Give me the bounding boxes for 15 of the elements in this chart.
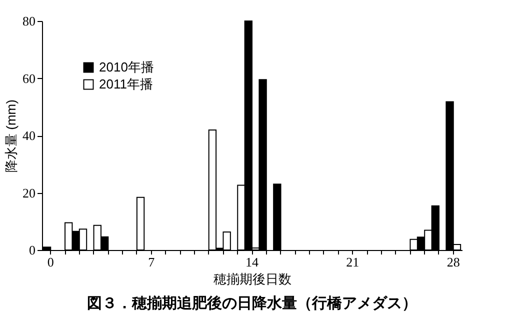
text: 図３．穂揃期追肥後の日降水量（行橋アメダス）: [87, 294, 417, 312]
y-tick-label: 80: [22, 14, 36, 28]
y-tick-label: 0: [29, 242, 36, 258]
x-tick-label: 28: [446, 254, 460, 270]
x-tick-label: 7: [148, 254, 156, 270]
x-tick-label: 21: [346, 254, 360, 270]
x-tick-label: 0: [47, 254, 54, 270]
y-tick-label: 40: [22, 128, 36, 143]
y-tick-label: 20: [22, 185, 36, 200]
legend-label: 2011年播: [99, 76, 153, 92]
x-axis-title: 穂揃期後日数: [214, 272, 292, 286]
y-tick-label: 60: [22, 70, 36, 86]
y-axis-title: 降水量 (mm): [4, 100, 18, 172]
x-tick-label: 14: [246, 254, 259, 270]
legend-label: 2010年播: [99, 60, 154, 74]
